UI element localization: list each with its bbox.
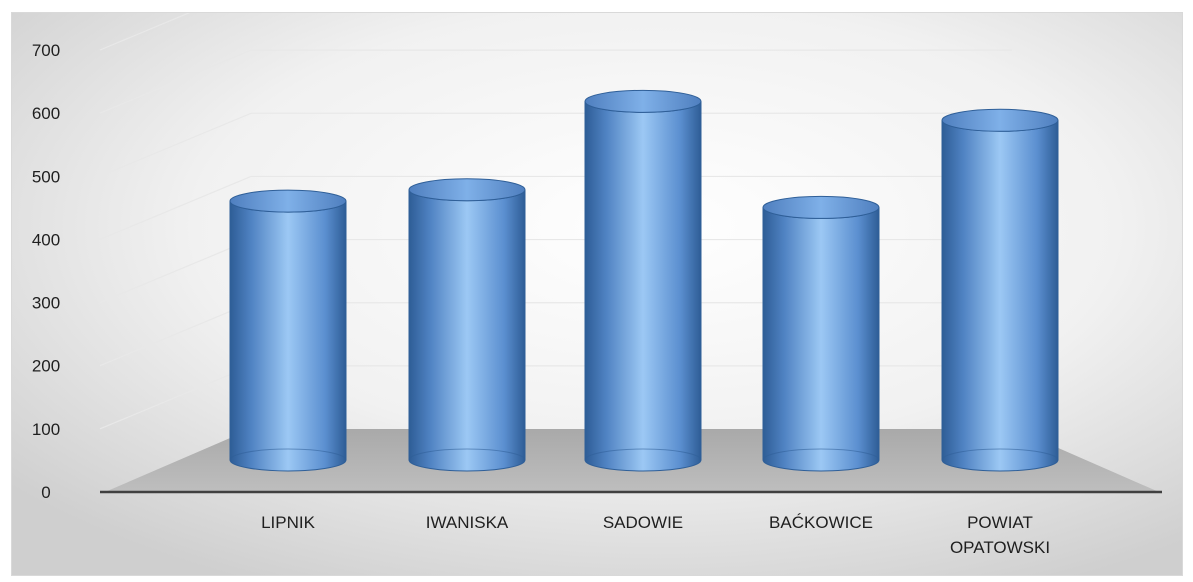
bar-body: [408, 189, 526, 472]
y-tick-label: 100: [32, 420, 60, 439]
bar-base-rim: [408, 448, 526, 461]
bar-top: [762, 195, 880, 219]
y-tick-labels: 0 100 200 300 400 500 600 700: [32, 41, 60, 502]
y-tick-label: 500: [32, 167, 60, 186]
bar-base-rim: [762, 448, 880, 461]
bar: [584, 89, 702, 472]
chart-svg: 0 100 200 300 400 500 600 700 LIPNIK IWANISKA SAD…: [12, 13, 1182, 575]
chart-frame: 0 100 200 300 400 500 600 700 LIPNIK IWANISKA SAD…: [11, 12, 1183, 576]
category-label: SADOWIE: [603, 513, 683, 532]
category-label: BAĆKOWICE: [769, 513, 873, 532]
gridline-side: [99, 175, 252, 240]
bar-body: [584, 101, 702, 472]
category-labels: LIPNIK IWANISKA SADOWIE BAĆKOWICE POWIAT OPAT…: [261, 513, 1050, 557]
gridline-side: [99, 302, 252, 367]
category-label: POWIAT: [967, 513, 1033, 532]
gridline-side: [99, 239, 252, 304]
gridline-side: [99, 49, 252, 114]
y-tick-label: 0: [41, 483, 50, 502]
y-tick-label: 600: [32, 104, 60, 123]
y-tick-label: 300: [32, 294, 60, 313]
bar-top: [229, 189, 347, 213]
bar: [941, 108, 1059, 472]
bar-body: [229, 201, 347, 472]
bar: [408, 178, 526, 472]
gridline-side: [99, 365, 252, 430]
bar-top: [584, 89, 702, 113]
bar-base-rim: [229, 448, 347, 461]
category-label: OPATOWSKI: [950, 538, 1050, 557]
y-tick-label: 200: [32, 357, 60, 376]
y-tick-label: 400: [32, 230, 60, 249]
bar-body: [941, 120, 1059, 472]
category-label: LIPNIK: [261, 513, 316, 532]
bar: [229, 189, 347, 472]
gridline-side: [99, 112, 252, 177]
bar-base-rim: [584, 448, 702, 461]
bar-base-rim: [941, 448, 1059, 461]
bar-top: [408, 178, 526, 202]
bar-top: [941, 108, 1059, 132]
y-tick-label: 700: [32, 41, 60, 60]
bars: [229, 89, 1059, 472]
category-label: IWANISKA: [426, 513, 509, 532]
gridline-side: [99, 13, 191, 51]
bar-body: [762, 207, 880, 472]
bar: [762, 195, 880, 472]
